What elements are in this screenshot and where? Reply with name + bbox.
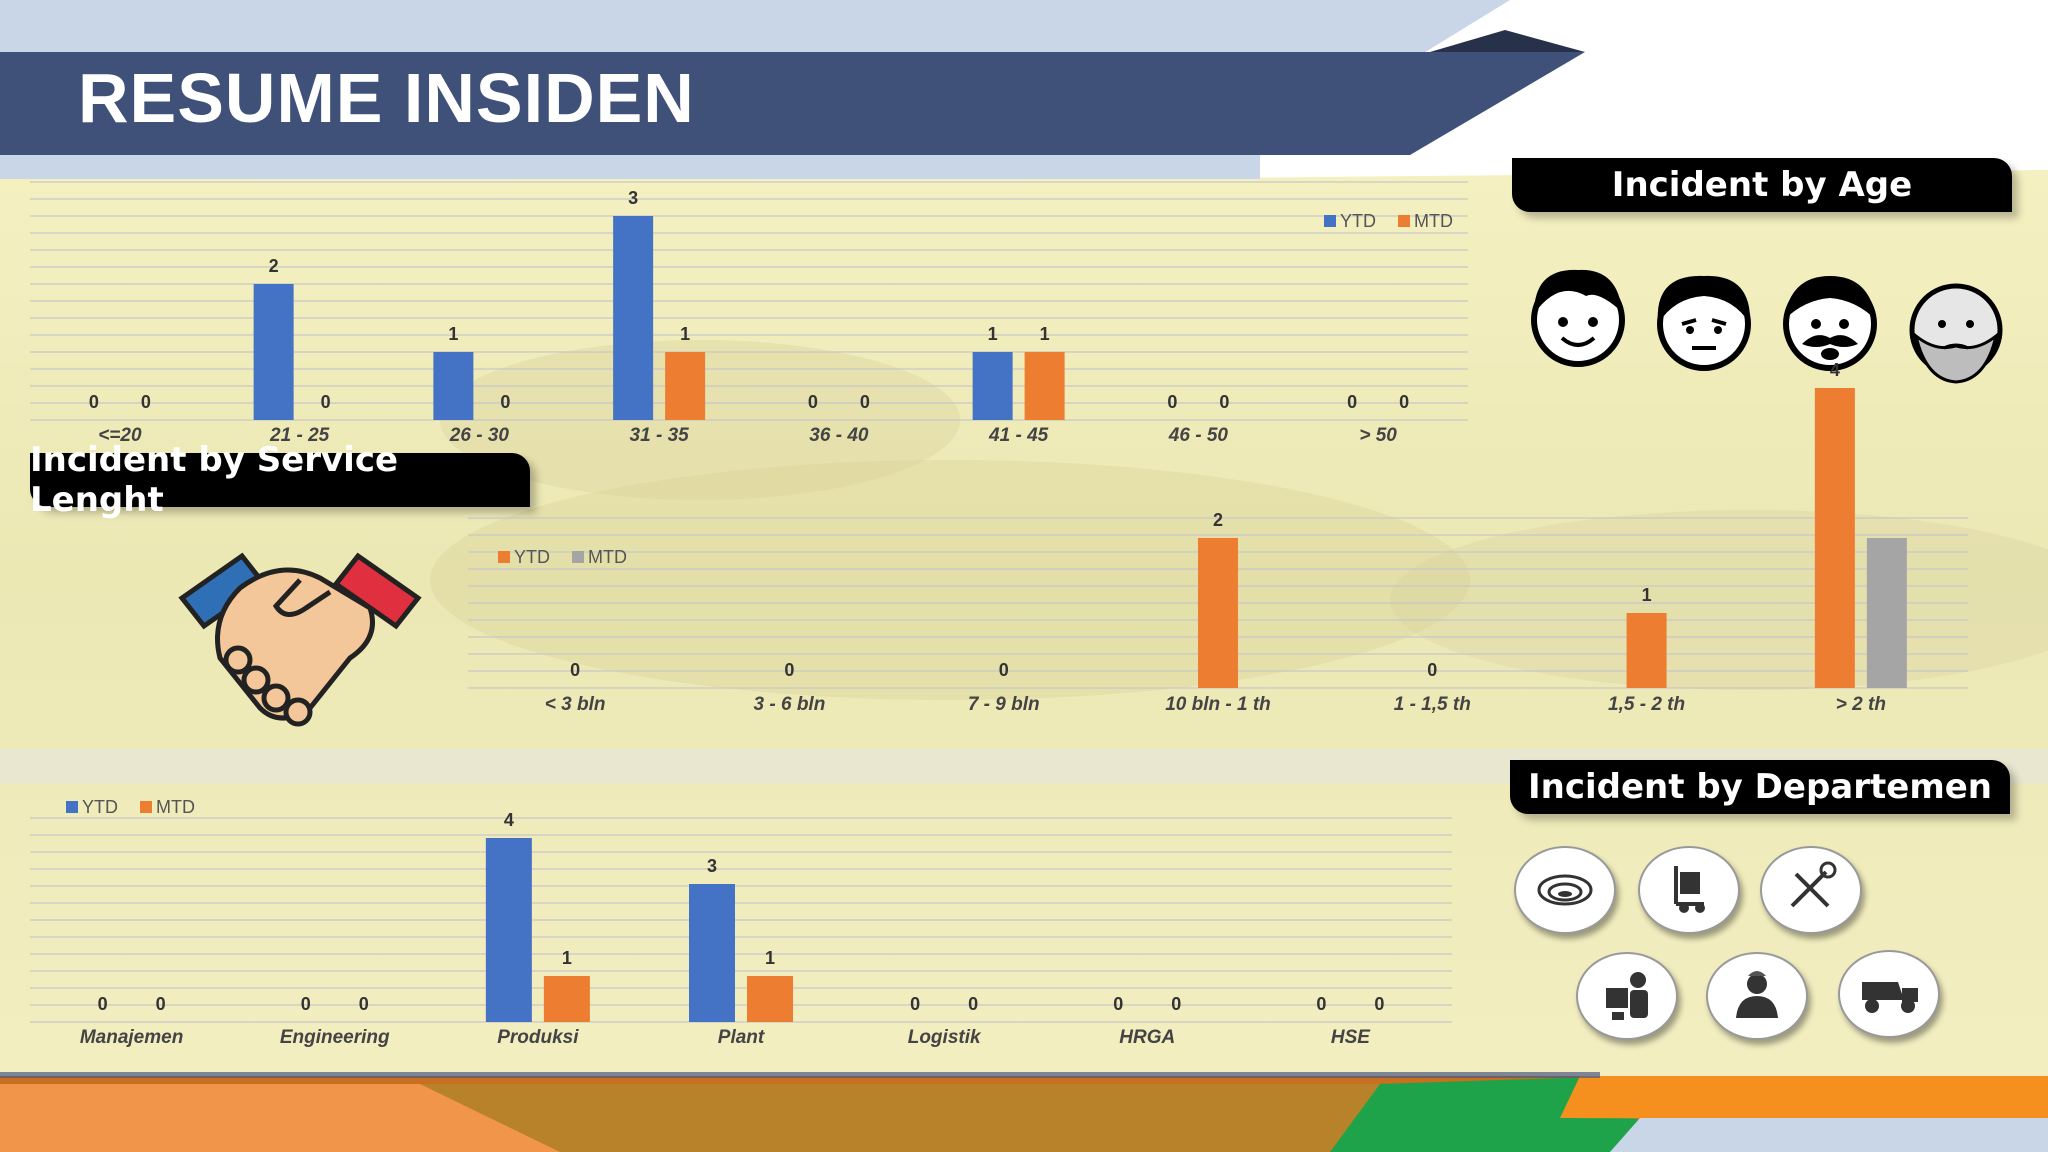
tick-label: > 2 th bbox=[1836, 694, 1886, 715]
data-label: 0 bbox=[1399, 392, 1409, 412]
legend-swatch bbox=[1324, 215, 1336, 227]
data-label: 0 bbox=[301, 994, 311, 1014]
legend-swatch bbox=[140, 801, 152, 813]
data-label: 0 bbox=[1316, 994, 1326, 1014]
data-label: 0 bbox=[156, 994, 166, 1014]
legend-swatch bbox=[498, 551, 510, 563]
data-label: 4 bbox=[504, 810, 514, 830]
tick-label: > 50 bbox=[1359, 425, 1397, 446]
tick-label: 41 - 45 bbox=[988, 425, 1049, 446]
age-panel-title: Incident by Age bbox=[1512, 158, 2012, 212]
data-label: 3 bbox=[707, 856, 717, 876]
legend-entry: MTD bbox=[1414, 211, 1453, 231]
data-label: 0 bbox=[1427, 660, 1437, 680]
tick-label: 1,5 - 2 th bbox=[1608, 694, 1685, 715]
legend-swatch bbox=[1398, 215, 1410, 227]
legend-swatch bbox=[66, 801, 78, 813]
manager-icon bbox=[1706, 952, 1808, 1040]
data-label: 3 bbox=[628, 188, 638, 208]
bar-ytd bbox=[972, 352, 1013, 420]
bar-mtd bbox=[1024, 352, 1065, 420]
tick-label: 21 - 25 bbox=[269, 425, 330, 446]
legend-entry: MTD bbox=[588, 547, 627, 567]
data-label: 0 bbox=[784, 660, 794, 680]
data-label: 4 bbox=[1830, 360, 1840, 380]
legend-swatch bbox=[572, 551, 584, 563]
data-label: 0 bbox=[1167, 392, 1177, 412]
data-label: 1 bbox=[765, 948, 775, 968]
data-label: 0 bbox=[999, 660, 1009, 680]
data-label: 1 bbox=[562, 948, 572, 968]
hand-truck-icon bbox=[1638, 846, 1740, 934]
tick-label: Logistik bbox=[908, 1027, 982, 1048]
worker-box-icon bbox=[1576, 952, 1678, 1040]
tick-label: HSE bbox=[1331, 1027, 1371, 1048]
tick-label: HRGA bbox=[1119, 1027, 1175, 1048]
data-label: 0 bbox=[500, 392, 510, 412]
tick-label: Plant bbox=[718, 1027, 765, 1048]
data-label: 1 bbox=[1040, 324, 1050, 344]
tick-label: 31 - 35 bbox=[630, 425, 690, 446]
bar-ytd bbox=[1198, 538, 1238, 688]
data-label: 1 bbox=[988, 324, 998, 344]
tick-label: 46 - 50 bbox=[1168, 425, 1229, 446]
dump-truck-icon bbox=[1838, 950, 1940, 1038]
data-label: 0 bbox=[570, 660, 580, 680]
bar-ytd bbox=[1814, 388, 1855, 688]
tick-label: Manajemen bbox=[80, 1027, 183, 1048]
data-label: 0 bbox=[860, 392, 870, 412]
bar-mtd bbox=[747, 976, 793, 1022]
tick-label: 7 - 9 bln bbox=[968, 694, 1040, 715]
data-label: 2 bbox=[269, 256, 279, 276]
bar-ytd bbox=[433, 352, 474, 420]
bar-mtd bbox=[543, 976, 590, 1022]
legend-entry: MTD bbox=[156, 797, 195, 817]
data-label: 0 bbox=[1374, 994, 1384, 1014]
data-label: 0 bbox=[1113, 994, 1123, 1014]
tick-label: 26 - 30 bbox=[449, 425, 510, 446]
bar-mtd bbox=[665, 352, 706, 420]
data-label: 0 bbox=[1219, 392, 1229, 412]
data-label: 0 bbox=[968, 994, 978, 1014]
data-label: 0 bbox=[359, 994, 369, 1014]
tick-label: <=20 bbox=[98, 425, 142, 446]
bar-ytd bbox=[613, 216, 654, 420]
data-label: 0 bbox=[89, 392, 99, 412]
tick-label: Engineering bbox=[280, 1027, 390, 1048]
data-label: 1 bbox=[448, 324, 458, 344]
data-label: 0 bbox=[910, 994, 920, 1014]
data-label: 1 bbox=[1642, 585, 1652, 605]
tick-label: Produksi bbox=[497, 1027, 579, 1048]
bar-ytd bbox=[253, 284, 294, 420]
page-title: RESUME INSIDEN bbox=[78, 59, 695, 137]
data-label: 0 bbox=[141, 392, 151, 412]
data-label: 0 bbox=[808, 392, 818, 412]
bar-mtd bbox=[1866, 538, 1907, 688]
data-label: 2 bbox=[1213, 510, 1223, 530]
tick-label: 3 - 6 bln bbox=[754, 694, 826, 715]
data-label: 1 bbox=[680, 324, 690, 344]
tick-label: 10 bln - 1 th bbox=[1165, 694, 1271, 715]
legend-entry: YTD bbox=[82, 797, 118, 817]
tick-label: 36 - 40 bbox=[809, 425, 869, 446]
data-label: 0 bbox=[98, 994, 108, 1014]
bar-ytd bbox=[689, 884, 735, 1022]
tick-label: 1 - 1,5 th bbox=[1394, 694, 1471, 715]
tick-label: < 3 bln bbox=[545, 694, 606, 715]
legend-entry: YTD bbox=[1340, 211, 1376, 231]
data-label: 0 bbox=[321, 392, 331, 412]
bar-ytd bbox=[485, 838, 532, 1022]
dept-panel-title: Incident by Departemen bbox=[1510, 760, 2010, 814]
legend-entry: YTD bbox=[514, 547, 550, 567]
bar-ytd bbox=[1626, 613, 1667, 688]
data-label: 0 bbox=[1171, 994, 1181, 1014]
data-label: 0 bbox=[1347, 392, 1357, 412]
mine-pit-icon bbox=[1514, 846, 1616, 934]
tools-icon bbox=[1760, 846, 1862, 934]
